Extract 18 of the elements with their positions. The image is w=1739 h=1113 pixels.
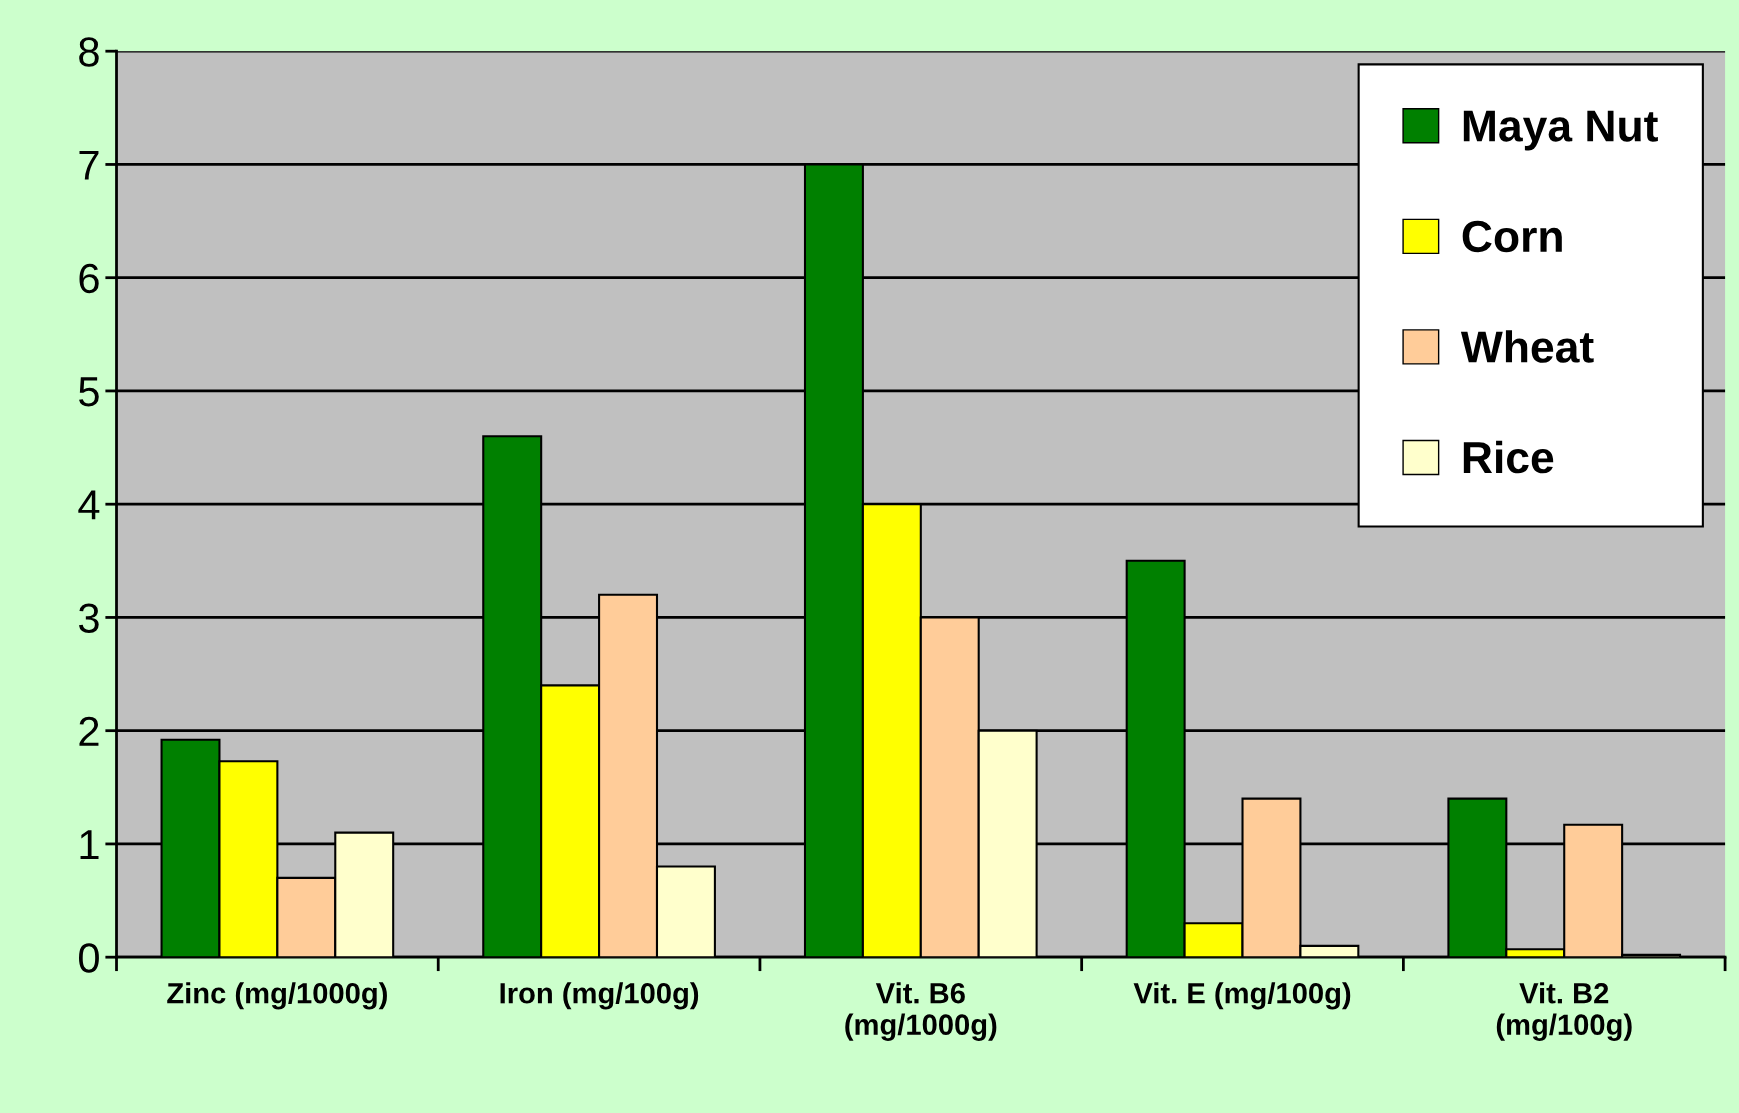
x-tick-label: Zinc (mg/1000g) [167,982,387,1010]
legend-label: Corn [1462,220,1562,253]
x-tick-label: Iron (mg/100g) [500,982,699,1010]
y-tick-label: 2 [79,716,99,746]
x-tick-label: Vit. B2 (mg/100g) [1496,982,1632,1041]
y-tick-label: 5 [79,377,99,407]
y-tick-label: 8 [79,37,99,67]
legend-label: Maya Nut [1463,110,1658,151]
x-tick-label: Vit. B6 (mg/1000g) [845,982,997,1041]
y-tick-label: 0 [79,943,99,973]
y-tick-label: 6 [79,263,99,294]
y-tick-label: 1 [80,830,99,860]
y-tick-label: 3 [78,603,99,633]
legend-label: Wheat [1460,330,1594,363]
legend-label: Rice [1463,440,1554,474]
y-tick-label: 7 [79,150,99,180]
y-tick-label: 4 [78,490,100,520]
x-tick-label: Vit. E (mg/100g) [1133,982,1351,1010]
